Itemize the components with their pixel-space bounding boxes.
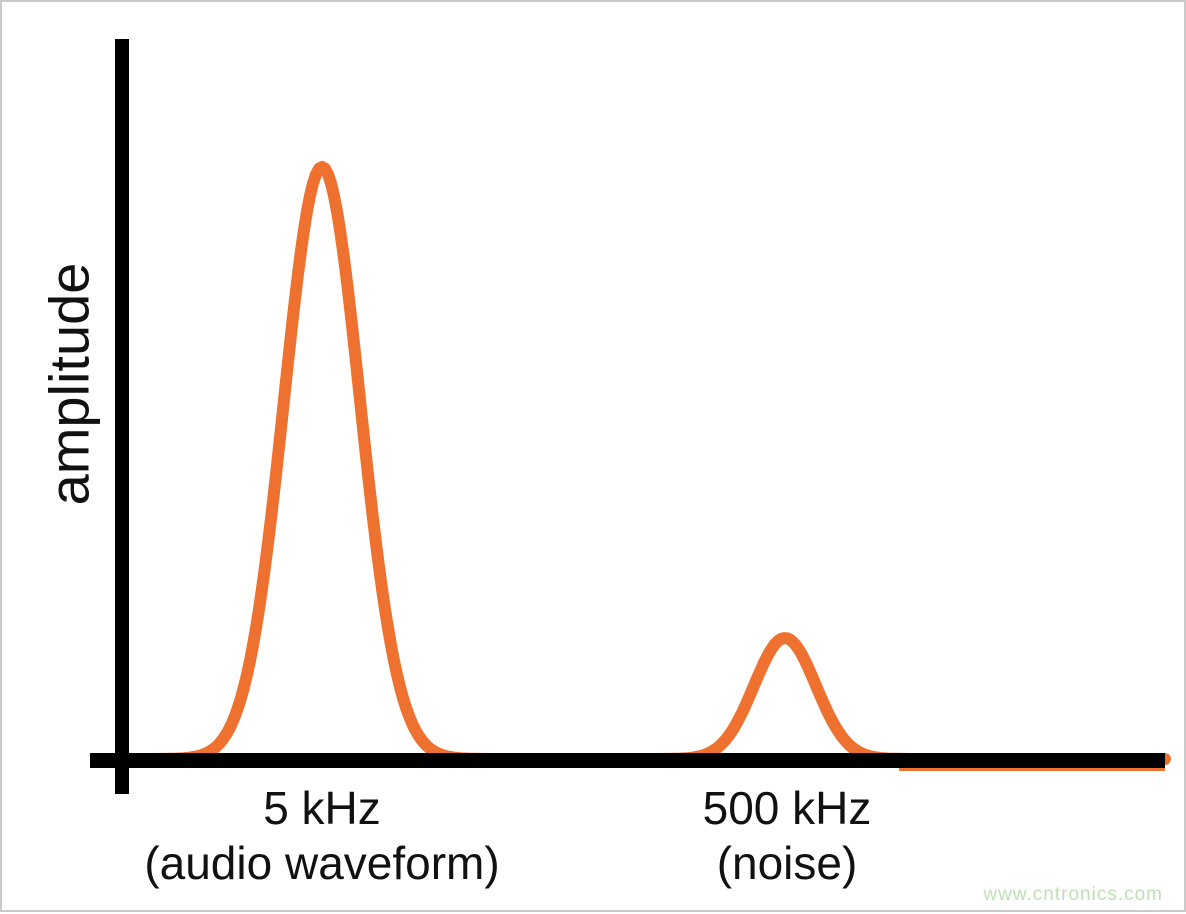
curve-baseline-sliver (899, 768, 1165, 771)
peak1-caption: (audio waveform) (144, 837, 500, 889)
peak2-caption: (noise) (716, 837, 858, 889)
spectrum-curve-path (91, 161, 1171, 765)
peak1-frequency-label: 5 kHz (263, 782, 381, 834)
peak1-label: 5 kHz (audio waveform) (144, 781, 499, 891)
x-axis-line (90, 753, 1165, 768)
y-axis-line (115, 39, 129, 794)
watermark: www.cntronics.com (983, 884, 1163, 905)
peak2-frequency-label: 500 kHz (702, 782, 872, 834)
peak2-label: 500 kHz (noise) (703, 781, 872, 891)
y-axis-label: amplitude (37, 262, 101, 506)
